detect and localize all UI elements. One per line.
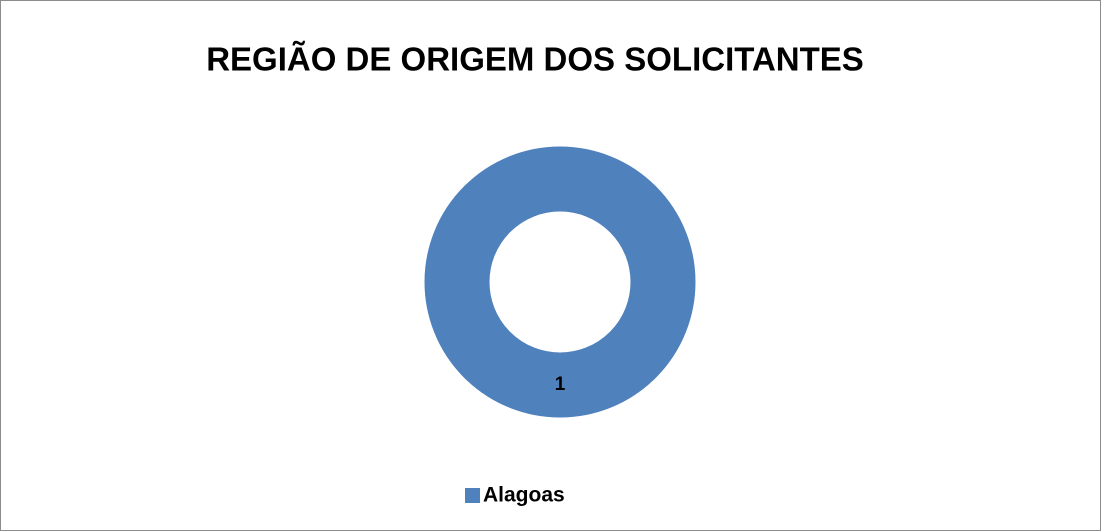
legend-swatch [465,488,480,503]
chart-title: REGIÃO DE ORIGEM DOS SOLICITANTES [206,41,864,78]
legend-label: Alagoas [483,484,565,507]
data-label: 1 [555,374,566,395]
donut-slice [423,145,697,419]
